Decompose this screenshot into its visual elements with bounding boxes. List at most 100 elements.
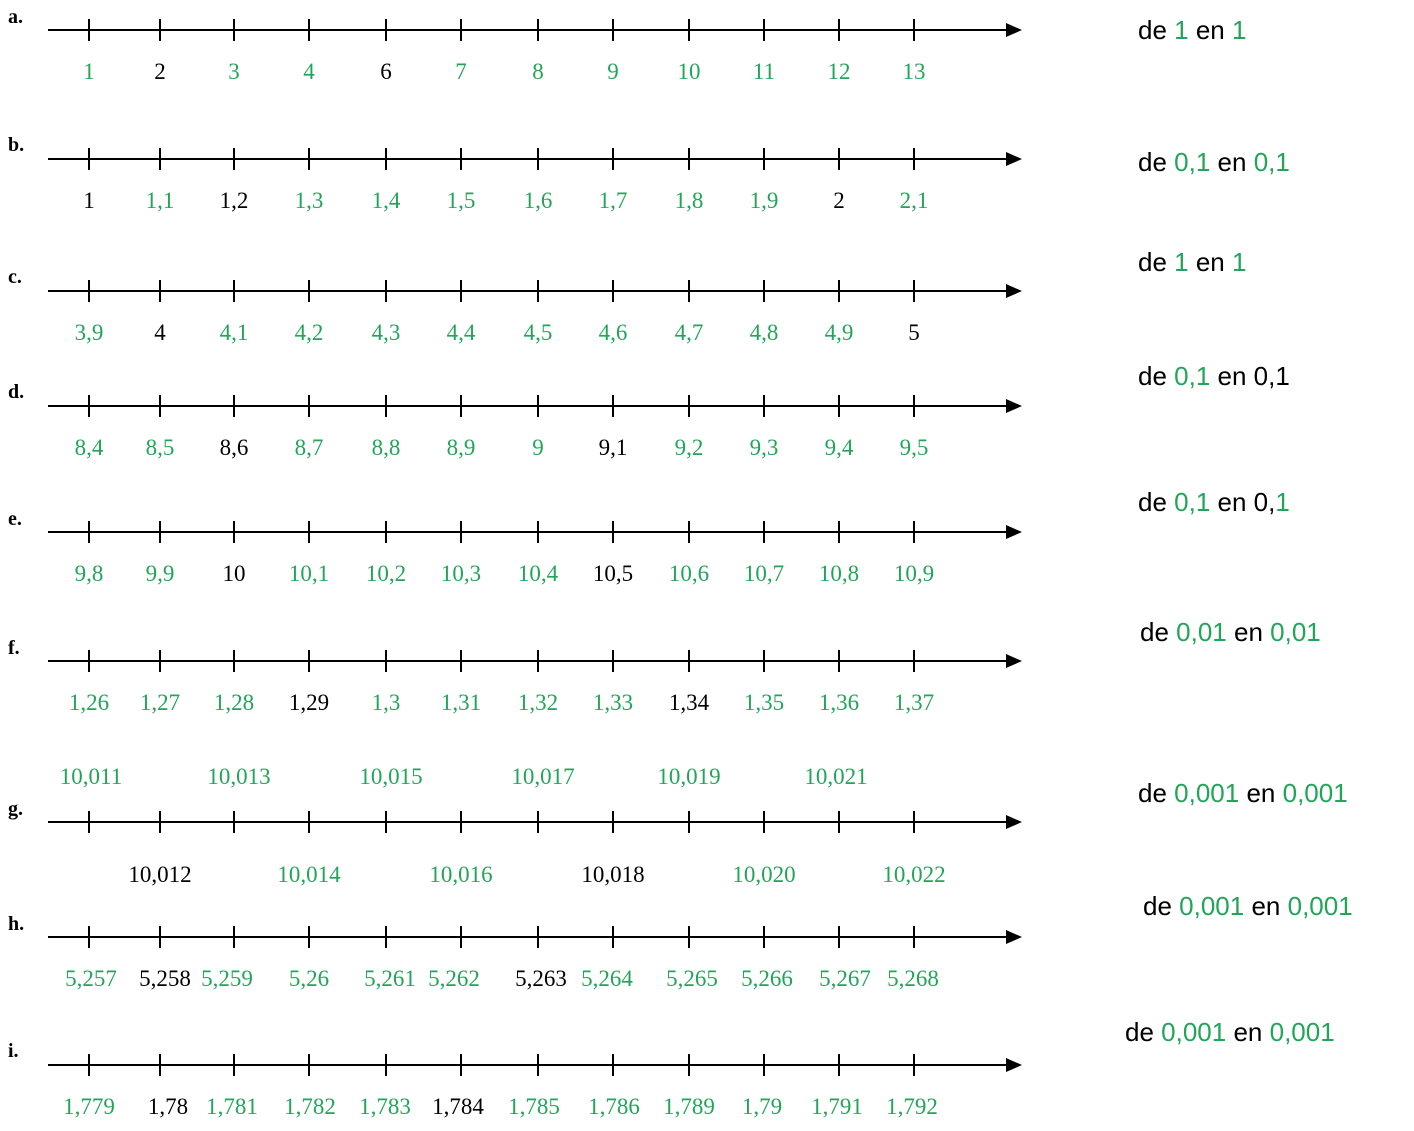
exercise-letter-g: g. bbox=[8, 798, 23, 820]
step-text: de bbox=[1138, 247, 1175, 277]
tick-label[interactable]: 13 bbox=[902, 59, 926, 84]
tick-label[interactable]: 1,8 bbox=[674, 188, 704, 213]
tick-label[interactable]: 10,014 bbox=[277, 862, 341, 887]
tick-label[interactable]: 10,022 bbox=[882, 862, 946, 887]
tick-label[interactable]: 10,016 bbox=[429, 862, 493, 887]
tick-label[interactable]: 1,782 bbox=[284, 1094, 336, 1119]
tick-label[interactable]: 1,792 bbox=[886, 1094, 938, 1119]
tick-label[interactable]: 1,36 bbox=[818, 690, 860, 715]
tick-label[interactable]: 9,5 bbox=[899, 435, 929, 460]
step-text: de bbox=[1140, 617, 1177, 647]
tick-label: 2 bbox=[833, 188, 845, 213]
tick-label[interactable]: 1,781 bbox=[206, 1094, 258, 1119]
tick-label[interactable]: 1,3 bbox=[294, 188, 324, 213]
tick-label[interactable]: 1,79 bbox=[741, 1094, 783, 1119]
tick-label[interactable]: 1,783 bbox=[359, 1094, 411, 1119]
tick-label[interactable]: 5,264 bbox=[581, 966, 633, 991]
tick-label[interactable]: 4,5 bbox=[523, 320, 553, 345]
tick-label[interactable]: 9,4 bbox=[824, 435, 854, 460]
tick-label[interactable]: 3,9 bbox=[74, 320, 104, 345]
tick-label[interactable]: 5,265 bbox=[666, 966, 718, 991]
tick-label[interactable]: 7 bbox=[455, 59, 467, 84]
tick-label[interactable]: 4,2 bbox=[294, 320, 324, 345]
tick-label[interactable]: 4,6 bbox=[598, 320, 628, 345]
tick-label[interactable]: 10 bbox=[677, 59, 701, 84]
tick-label[interactable]: 1,7 bbox=[598, 188, 628, 213]
tick-label[interactable]: 5,257 bbox=[65, 966, 117, 991]
tick-label[interactable]: 1,35 bbox=[743, 690, 785, 715]
tick-label[interactable]: 1,37 bbox=[893, 690, 935, 715]
tick-label[interactable]: 1,5 bbox=[446, 188, 476, 213]
tick-label[interactable]: 3 bbox=[228, 59, 240, 84]
tick-label[interactable]: 5,262 bbox=[428, 966, 480, 991]
tick-label[interactable]: 1,33 bbox=[592, 690, 634, 715]
step-instruction-f: de 0,01 en 0,01 bbox=[1140, 617, 1321, 648]
tick-label[interactable]: 8,4 bbox=[74, 435, 104, 460]
tick-label[interactable]: 9 bbox=[532, 435, 544, 460]
tick-label[interactable]: 1,785 bbox=[508, 1094, 560, 1119]
tick-label[interactable]: 1,779 bbox=[63, 1094, 115, 1119]
tick-label[interactable]: 1,3 bbox=[371, 690, 401, 715]
tick-label[interactable]: 9,9 bbox=[145, 561, 175, 586]
tick-label[interactable]: 4,9 bbox=[824, 320, 854, 345]
tick-label[interactable]: 1,789 bbox=[663, 1094, 715, 1119]
tick-label[interactable]: 1,28 bbox=[213, 690, 255, 715]
tick-label[interactable]: 10,6 bbox=[668, 561, 710, 586]
tick-label: 10,018 bbox=[581, 862, 645, 887]
tick-label[interactable]: 5,259 bbox=[201, 966, 253, 991]
tick-label[interactable]: 10,3 bbox=[440, 561, 482, 586]
tick-label[interactable]: 11 bbox=[752, 59, 776, 84]
step-text: de bbox=[1138, 15, 1175, 45]
tick-label[interactable]: 1,27 bbox=[139, 690, 181, 715]
tick-label[interactable]: 10,7 bbox=[743, 561, 785, 586]
step-text: en bbox=[1244, 891, 1288, 921]
tick-label-above[interactable]: 10,017 bbox=[511, 764, 575, 789]
tick-label[interactable]: 1,26 bbox=[68, 690, 110, 715]
tick-label[interactable]: 4 bbox=[303, 59, 315, 84]
tick-label[interactable]: 1,31 bbox=[440, 690, 482, 715]
tick-label[interactable]: 1,6 bbox=[523, 188, 553, 213]
tick-label[interactable]: 10,1 bbox=[288, 561, 330, 586]
tick-label[interactable]: 8,7 bbox=[294, 435, 324, 460]
step-value: 0,01 bbox=[1176, 617, 1227, 647]
tick-label[interactable]: 1 bbox=[83, 59, 95, 84]
tick-label[interactable]: 10,4 bbox=[517, 561, 559, 586]
tick-label[interactable]: 8,8 bbox=[371, 435, 401, 460]
tick-label[interactable]: 4,3 bbox=[371, 320, 401, 345]
tick-label[interactable]: 5,268 bbox=[887, 966, 939, 991]
tick-label[interactable]: 8 bbox=[532, 59, 544, 84]
tick-label[interactable]: 10,020 bbox=[732, 862, 796, 887]
tick-label[interactable]: 5,267 bbox=[819, 966, 871, 991]
tick-label[interactable]: 12 bbox=[827, 59, 851, 84]
tick-label-above[interactable]: 10,015 bbox=[359, 764, 423, 789]
tick-label[interactable]: 9 bbox=[607, 59, 619, 84]
tick-label-above[interactable]: 10,019 bbox=[657, 764, 721, 789]
tick-label-above[interactable]: 10,011 bbox=[59, 764, 123, 789]
step-text: en bbox=[1226, 617, 1271, 647]
tick-label[interactable]: 10,2 bbox=[365, 561, 407, 586]
tick-label[interactable]: 8,9 bbox=[446, 435, 476, 460]
tick-label[interactable]: 1,786 bbox=[588, 1094, 640, 1119]
tick-label[interactable]: 10,8 bbox=[818, 561, 860, 586]
tick-label[interactable]: 5,261 bbox=[364, 966, 416, 991]
tick-label[interactable]: 4,4 bbox=[446, 320, 476, 345]
tick-label-above[interactable]: 10,013 bbox=[207, 764, 271, 789]
tick-label[interactable]: 5,266 bbox=[741, 966, 793, 991]
tick-label[interactable]: 4,7 bbox=[674, 320, 704, 345]
tick-label[interactable]: 5,26 bbox=[288, 966, 330, 991]
tick-label[interactable]: 1,791 bbox=[811, 1094, 863, 1119]
tick-label[interactable]: 4,8 bbox=[749, 320, 779, 345]
tick-label[interactable]: 8,5 bbox=[145, 435, 175, 460]
step-value: 0,1 bbox=[1174, 361, 1211, 391]
tick-label-above[interactable]: 10,021 bbox=[804, 764, 868, 789]
tick-label[interactable]: 4,1 bbox=[219, 320, 249, 345]
tick-label[interactable]: 9,2 bbox=[674, 435, 704, 460]
tick-label[interactable]: 10,9 bbox=[893, 561, 935, 586]
tick-label[interactable]: 1,9 bbox=[749, 188, 779, 213]
tick-label[interactable]: 1,4 bbox=[371, 188, 401, 213]
tick-label[interactable]: 2,1 bbox=[899, 188, 929, 213]
tick-label[interactable]: 1,32 bbox=[517, 690, 559, 715]
tick-label[interactable]: 9,8 bbox=[74, 561, 104, 586]
tick-label[interactable]: 9,3 bbox=[749, 435, 779, 460]
tick-label[interactable]: 1,1 bbox=[145, 188, 175, 213]
